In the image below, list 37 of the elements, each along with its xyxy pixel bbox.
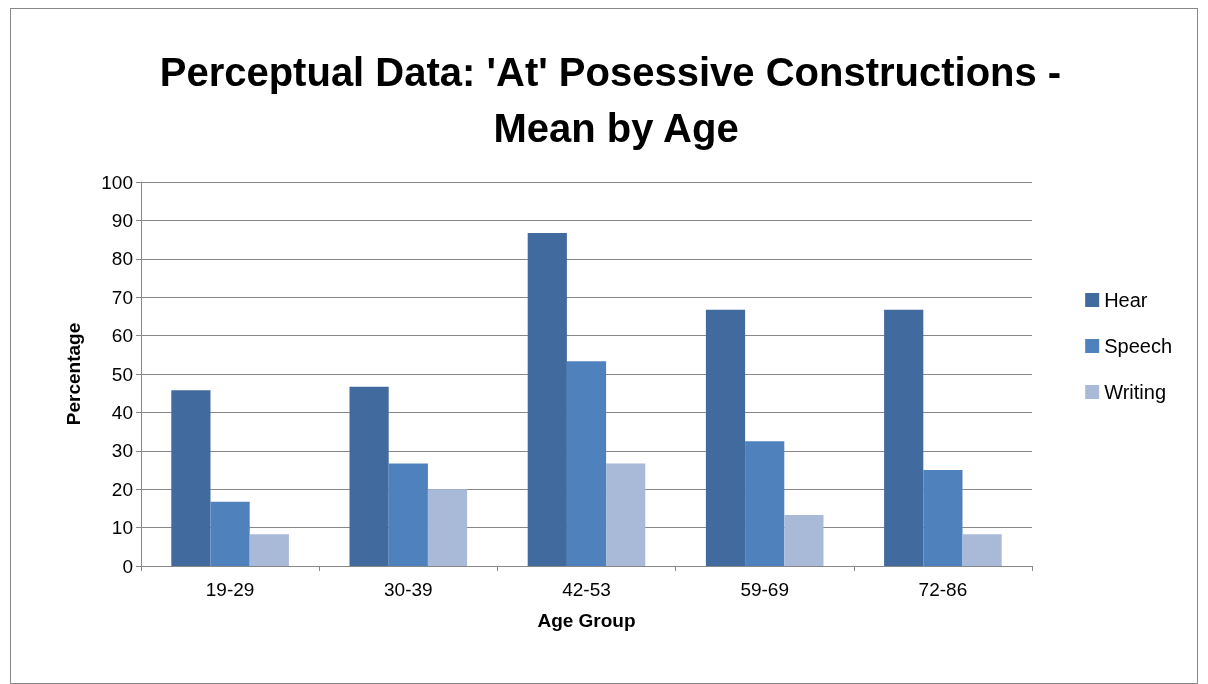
bar — [745, 441, 785, 566]
bar — [962, 534, 1002, 566]
chart-title: Perceptual Data: 'At' Posessive Constructions - Mean by Age — [159, 50, 1073, 150]
bar — [784, 514, 824, 566]
y-tick-label: 20 — [111, 478, 133, 500]
y-tick-label: 70 — [111, 286, 133, 308]
x-tick-label: 19-29 — [205, 579, 255, 600]
y-tick-label: 80 — [111, 248, 133, 270]
bar — [427, 489, 468, 566]
bar — [349, 386, 389, 566]
legend-label: Writing — [1104, 381, 1167, 403]
x-tick-label: 42-53 — [562, 579, 611, 600]
bar — [884, 309, 924, 566]
y-tick-label: 40 — [111, 401, 133, 423]
bar — [923, 470, 963, 566]
x-tick-label: 72-86 — [918, 579, 968, 600]
x-tick-label: 59-69 — [740, 579, 789, 600]
x-axis-title: Age Group — [537, 610, 636, 631]
x-tick-label: 30-39 — [384, 579, 433, 600]
bar — [249, 534, 289, 566]
y-tick-label: 50 — [111, 363, 133, 385]
bar — [566, 361, 607, 566]
bar — [171, 390, 211, 566]
y-tick-label: 30 — [111, 440, 133, 462]
bar — [210, 501, 250, 566]
y-tick-label: 0 — [122, 555, 133, 577]
legend-label: Hear — [1104, 289, 1148, 311]
bar — [606, 463, 646, 566]
y-tick-label: 100 — [101, 171, 133, 193]
y-axis-title: Percentage — [63, 322, 84, 426]
bar — [388, 463, 428, 566]
bar — [527, 233, 567, 566]
y-tick-label: 60 — [111, 325, 133, 347]
y-tick-label: 90 — [111, 209, 133, 231]
legend-label: Speech — [1104, 335, 1173, 357]
bar — [705, 309, 746, 566]
y-tick-label: 10 — [111, 517, 133, 539]
